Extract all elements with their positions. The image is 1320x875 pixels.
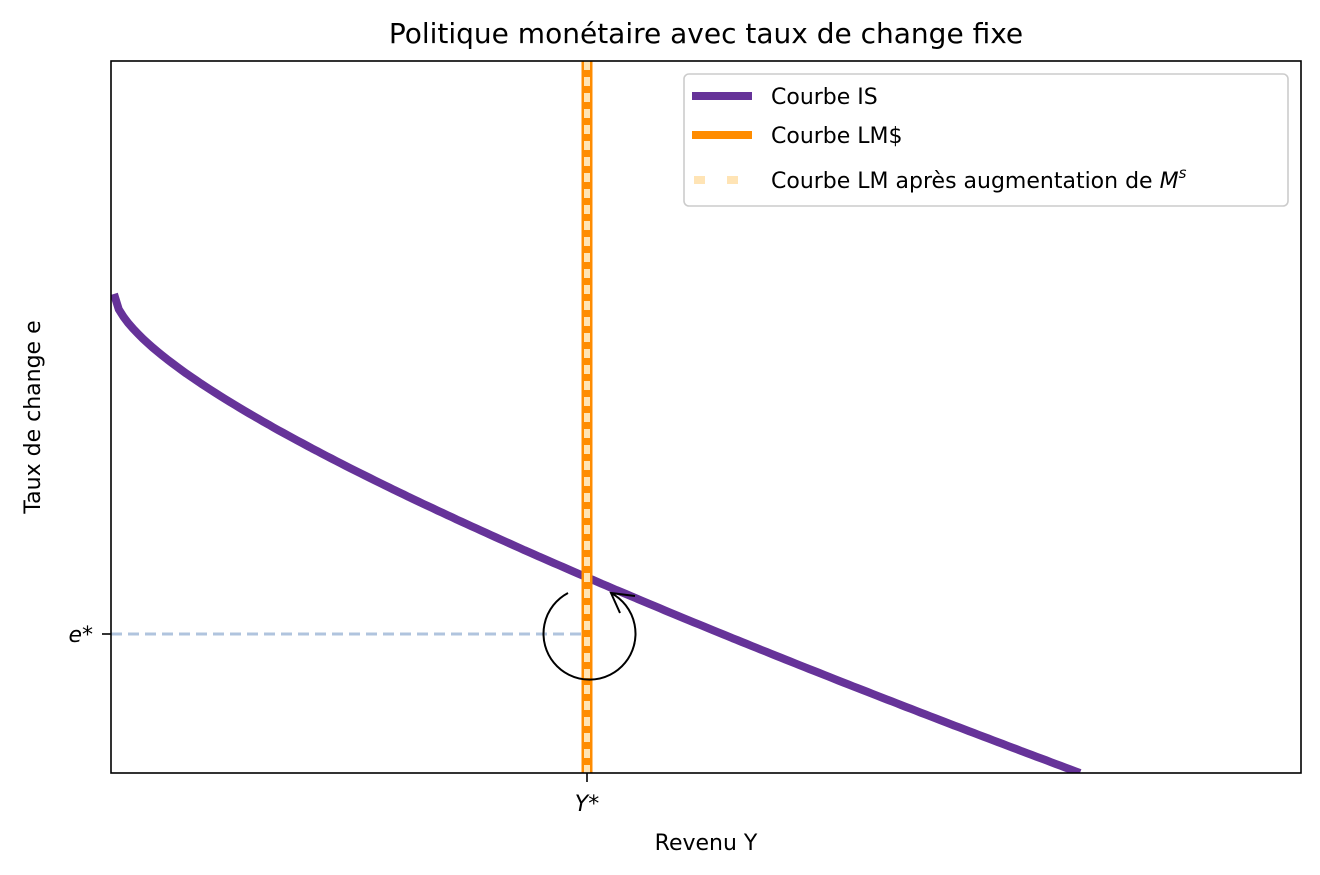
circular-arrow-head xyxy=(609,591,636,614)
legend-label-lm-after: Courbe LM après augmentation de Ms xyxy=(771,164,1187,194)
circular-arrow-path xyxy=(542,592,637,681)
plot-frame xyxy=(110,60,1302,774)
y-tick-label: e* xyxy=(68,623,93,648)
y-axis-label: Taux de change e xyxy=(21,320,46,514)
x-tick-label: Y* xyxy=(575,792,599,817)
legend: Courbe IS Courbe LM$ Courbe LM après aug… xyxy=(683,73,1289,207)
x-axis-label: Revenu Y xyxy=(655,831,758,856)
legend-box xyxy=(683,73,1289,207)
legend-label-lm-dollar: Courbe LM$ xyxy=(771,124,903,149)
plot-area xyxy=(111,61,1082,773)
chart-title: Politique monétaire avec taux de change … xyxy=(389,17,1023,50)
is-curve-line xyxy=(111,292,1082,773)
legend-label-is: Courbe IS xyxy=(771,85,878,110)
